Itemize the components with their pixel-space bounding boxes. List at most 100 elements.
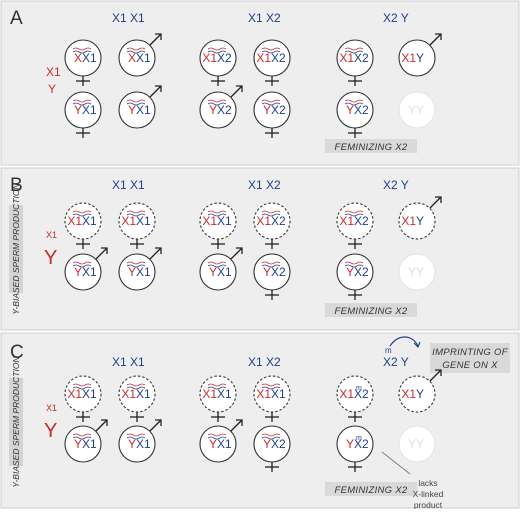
mother-genotype-header: X1 X2 — [248, 178, 281, 192]
sperm-x-label: X1 — [46, 65, 61, 79]
chromosome-label: X1 — [256, 214, 271, 228]
male-symbol-icon — [149, 247, 162, 260]
imprint-arrow-icon — [389, 336, 419, 347]
male-symbol-icon — [149, 33, 162, 46]
panel-b-cells: X1 X1 X1 X1 X1 X1 X1 X2 X1 X2 X1 YY X1 Y X1 Y X1 Y X2 Y X2 Y Y — [64, 196, 442, 300]
chromosome-label: Y — [416, 265, 424, 279]
cell-circle — [398, 202, 436, 240]
male-symbol-icon — [155, 247, 162, 254]
wave-mark — [126, 261, 146, 265]
chromosome-label: Y — [263, 103, 271, 117]
chromosome-label: X1 — [121, 214, 136, 228]
note-line1: lacks — [418, 478, 437, 488]
chromosome-label: X1 — [217, 387, 232, 401]
offspring-cell: Y X2 — [199, 85, 243, 129]
mother-genotype-header: X2 Y — [383, 178, 409, 192]
cell-circle — [118, 39, 156, 77]
feminizing-label-box — [325, 139, 417, 153]
offspring-cell: X X1 — [64, 39, 102, 86]
chromosome-label: X1 — [339, 214, 354, 228]
wave-mark — [126, 386, 146, 390]
chromosome-label: X2 — [217, 103, 232, 117]
wave-mark — [344, 99, 364, 103]
sperm-y-label: Y — [44, 247, 57, 269]
male-symbol-icon — [155, 85, 162, 92]
chromosome-label: Y — [74, 103, 82, 117]
note-line2: X-linked — [413, 489, 444, 499]
imprinting-label-box — [430, 343, 510, 373]
sperm-y-label: Y — [48, 82, 56, 96]
offspring-cell: X1 X1 — [253, 375, 291, 422]
chromosome-label: X1 — [67, 214, 82, 228]
wave-mark — [207, 436, 227, 440]
chromosome-label: X1 — [136, 437, 151, 451]
chromosome-label: Y — [416, 51, 424, 65]
chromosome-label: X1 — [401, 51, 416, 65]
male-symbol-icon — [429, 196, 442, 209]
cell-circle — [398, 91, 436, 129]
panel-a-cells: X X1 X X1 X1 X2 X1 X2 X1 X2 X1 YY X1 Y X1 Y X2 Y X2 Y X2 Y Y — [64, 33, 442, 138]
sperm-x-label: X1 — [46, 230, 57, 240]
wave-mark — [207, 102, 227, 106]
male-symbol-icon — [101, 419, 108, 426]
offspring-cell: X1 X2 — [253, 202, 291, 249]
male-symbol-icon — [95, 247, 108, 260]
chromosome-label: Y — [263, 265, 271, 279]
wave-mark — [261, 383, 281, 387]
panel-letter: B — [10, 175, 23, 196]
panel-letter: C — [10, 342, 24, 363]
cell-circle — [398, 253, 436, 291]
panel-a: A X1 X1 X1 X2 X2 Y X1 Y X X1 X X1 X1 X2 X1 X2 X1… — [0, 0, 520, 166]
male-symbol-icon — [435, 33, 442, 40]
imprinting-label-line2: GENE ON X — [442, 360, 498, 371]
male-symbol-icon — [429, 33, 442, 46]
chromosome-label: X1 — [67, 387, 82, 401]
sperm-x-label: X1 — [46, 403, 57, 413]
offspring-cell: Y X2 — [336, 91, 374, 138]
wave-mark — [207, 213, 227, 217]
chromosome-label: X2 — [354, 103, 369, 117]
offspring-cell: Y X2 — [253, 91, 291, 138]
chromosome-label: X1 — [217, 265, 232, 279]
offspring-cell: X1 Y — [398, 33, 442, 77]
wave-mark — [72, 213, 92, 217]
chromosome-label: X1 — [136, 103, 151, 117]
offspring-cell: X1 Y — [398, 196, 442, 240]
offspring-cell: X1 X2 — [253, 39, 291, 86]
feminizing-label: FEMINIZING X2 — [334, 306, 407, 317]
wave-mark — [261, 213, 281, 217]
chromosome-label: X1 — [121, 387, 136, 401]
mother-genotype-header: X1 X1 — [112, 178, 145, 192]
chromosome-label: X2 — [271, 51, 286, 65]
chromosome-label: Y — [408, 103, 416, 117]
chromosome-label: Y — [74, 437, 82, 451]
chromosome-label: Y — [416, 437, 424, 451]
male-symbol-icon — [435, 196, 442, 203]
wave-mark — [72, 210, 92, 214]
wave-mark — [261, 210, 281, 214]
offspring-cell: X1 X1 — [199, 202, 237, 249]
wave-mark — [261, 436, 281, 440]
chromosome-label: X2 — [271, 214, 286, 228]
chromosome-label: Y — [209, 103, 217, 117]
chromosome-label: Y — [416, 214, 424, 228]
mother-genotype-header: X1 X1 — [112, 11, 145, 25]
chromosome-label: X2 — [271, 265, 286, 279]
imprinting-label-line1: IMPRINTING OF — [432, 347, 509, 358]
chromosome-label: X2 — [354, 437, 369, 451]
side-label-box — [9, 378, 23, 466]
wave-mark — [207, 264, 227, 268]
wave-mark — [261, 50, 281, 54]
imprint-mark: m — [356, 435, 362, 442]
chromosome-label: X1 — [339, 51, 354, 65]
mother-genotype-header: X1 X2 — [248, 11, 281, 25]
chromosome-label: X1 — [82, 437, 97, 451]
mother-genotype-header: X2 Y — [383, 355, 409, 369]
wave-mark — [261, 386, 281, 390]
offspring-cell: X1 Y — [398, 369, 442, 413]
male-symbol-icon — [155, 419, 162, 426]
feminizing-label: FEMINIZING X2 — [334, 142, 407, 153]
imprint-mark: m — [385, 346, 392, 355]
